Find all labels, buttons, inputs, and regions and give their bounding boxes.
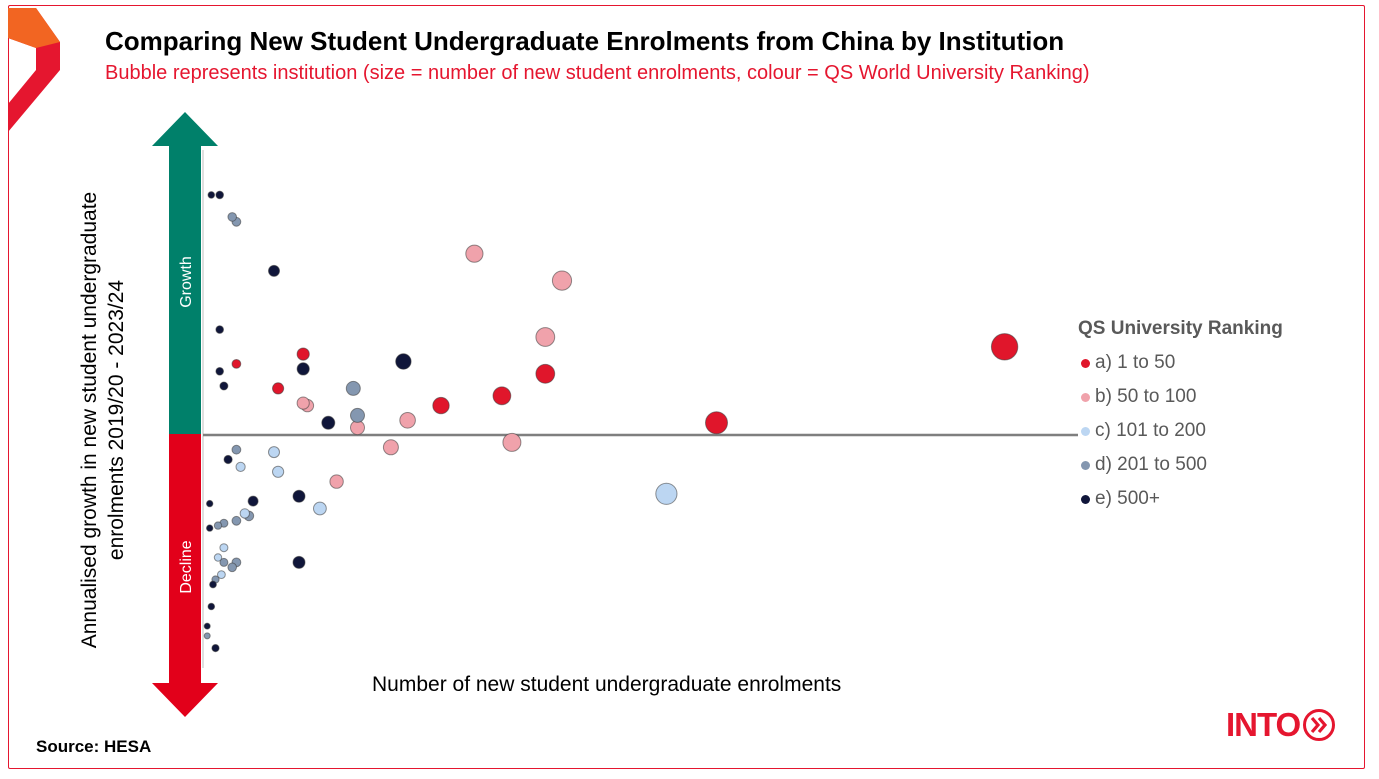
legend-swatch bbox=[1081, 392, 1090, 402]
legend-item-e: e) 500+ bbox=[1078, 482, 1283, 516]
bubble-point-0-6 bbox=[272, 382, 285, 395]
bubble-point-4-18 bbox=[211, 644, 220, 653]
bubble-point-4-8 bbox=[215, 325, 224, 334]
decline-arrow bbox=[152, 434, 218, 717]
bubble-point-4-3 bbox=[268, 264, 280, 277]
legend-swatch bbox=[1081, 426, 1090, 436]
bubble-point-4-1 bbox=[321, 415, 336, 430]
bubble-point-1-2 bbox=[535, 327, 556, 347]
legend-swatch bbox=[1081, 358, 1090, 368]
bubble-point-2-1 bbox=[313, 501, 327, 516]
brand-chevron-logo bbox=[8, 8, 60, 132]
legend-item-d: d) 201 to 500 bbox=[1078, 448, 1283, 482]
bubble-point-4-12 bbox=[215, 190, 224, 200]
bubble-point-1-9 bbox=[296, 396, 310, 410]
bubble-point-4-14 bbox=[206, 524, 214, 532]
bubble-point-4-16 bbox=[207, 602, 216, 611]
bubble-point-4-4 bbox=[292, 489, 306, 503]
legend-label: d) 201 to 500 bbox=[1095, 454, 1207, 475]
bubble-point-2-4 bbox=[235, 461, 246, 472]
bubble-point-2-6 bbox=[219, 543, 229, 553]
y-axis-label: Annualised growth in new student undergr… bbox=[78, 191, 128, 649]
bubble-point-1-5 bbox=[382, 439, 399, 456]
bubble-point-3-6 bbox=[231, 515, 242, 526]
bubble-point-4-2 bbox=[296, 362, 310, 376]
legend-item-a: a) 1 to 50 bbox=[1078, 346, 1283, 380]
bubble-point-3-11 bbox=[227, 562, 237, 573]
legend-item-c: c) 101 to 200 bbox=[1078, 414, 1283, 448]
bubble-point-4-13 bbox=[206, 499, 214, 508]
bubble-point-1-4 bbox=[399, 412, 416, 429]
bubble-point-0-1 bbox=[705, 411, 728, 435]
bubble-point-3-1 bbox=[350, 407, 365, 423]
bubble-point-2-2 bbox=[272, 465, 285, 478]
bubble-point-2-8 bbox=[213, 553, 223, 562]
bubble-point-0-3 bbox=[492, 386, 512, 406]
bubble-point-1-7 bbox=[329, 474, 344, 489]
bubble-point-1-3 bbox=[502, 432, 522, 452]
double-chevron-icon bbox=[1303, 709, 1336, 741]
bubble-point-2-5 bbox=[239, 508, 251, 519]
bubble-point-4-6 bbox=[247, 495, 259, 507]
source-note: Source: HESA bbox=[36, 737, 152, 756]
bubble-point-0-2 bbox=[535, 363, 556, 384]
legend-label: b) 50 to 100 bbox=[1095, 386, 1197, 407]
legend-item-b: b) 50 to 100 bbox=[1078, 380, 1283, 414]
bubble-point-4-5 bbox=[292, 555, 306, 569]
bubble-point-3-4 bbox=[231, 444, 242, 455]
bubble-point-4-11 bbox=[207, 191, 216, 199]
bubble-point-0-5 bbox=[296, 347, 310, 361]
chart-title: Comparing New Student Undergraduate Enro… bbox=[105, 26, 1065, 56]
legend-title: QS University Ranking bbox=[1078, 318, 1283, 339]
into-logo: INTO bbox=[1226, 706, 1336, 744]
bubble-point-4-7 bbox=[223, 454, 233, 465]
bubble-point-3-2 bbox=[227, 212, 237, 222]
chart-frame bbox=[8, 5, 1365, 769]
legend-label: e) 500+ bbox=[1095, 488, 1160, 509]
bubble-point-1-1 bbox=[465, 244, 484, 263]
legend-swatch bbox=[1081, 494, 1090, 504]
bubble-point-4-17 bbox=[203, 622, 211, 630]
bubble-point-3-9 bbox=[219, 557, 229, 567]
growth-arrow bbox=[152, 112, 218, 434]
legend-label: c) 101 to 200 bbox=[1095, 420, 1206, 441]
decline-label: Decline bbox=[178, 540, 195, 593]
bubble-point-3-0 bbox=[345, 380, 361, 396]
bubble-point-2-7 bbox=[217, 570, 226, 579]
bubble-point-0-0 bbox=[990, 333, 1019, 361]
x-axis-label: Number of new student undergraduate enro… bbox=[372, 673, 842, 696]
bubble-point-3-13 bbox=[203, 632, 211, 640]
bubble-point-3-8 bbox=[213, 521, 223, 530]
chart-subtitle: Bubble represents institution (size = nu… bbox=[105, 62, 1090, 84]
bubble-point-1-0 bbox=[551, 270, 573, 291]
bubble-layer bbox=[203, 190, 1019, 653]
bubble-point-0-7 bbox=[231, 359, 242, 369]
bubble-point-2-3 bbox=[268, 446, 280, 459]
bubble-point-4-0 bbox=[395, 353, 412, 370]
bubble-point-4-15 bbox=[209, 580, 217, 589]
brand-name: INTO bbox=[1226, 706, 1301, 743]
legend-swatch bbox=[1081, 460, 1090, 470]
legend-label: a) 1 to 50 bbox=[1095, 352, 1176, 373]
growth-label: Growth bbox=[178, 256, 195, 308]
bubble-point-4-10 bbox=[219, 381, 229, 391]
bubble-point-4-9 bbox=[215, 367, 224, 376]
bubble-point-0-4 bbox=[432, 396, 450, 415]
bubble-point-2-0 bbox=[655, 482, 678, 505]
legend: QS University Ranking a) 1 to 50 b) 50 t… bbox=[1078, 318, 1283, 516]
